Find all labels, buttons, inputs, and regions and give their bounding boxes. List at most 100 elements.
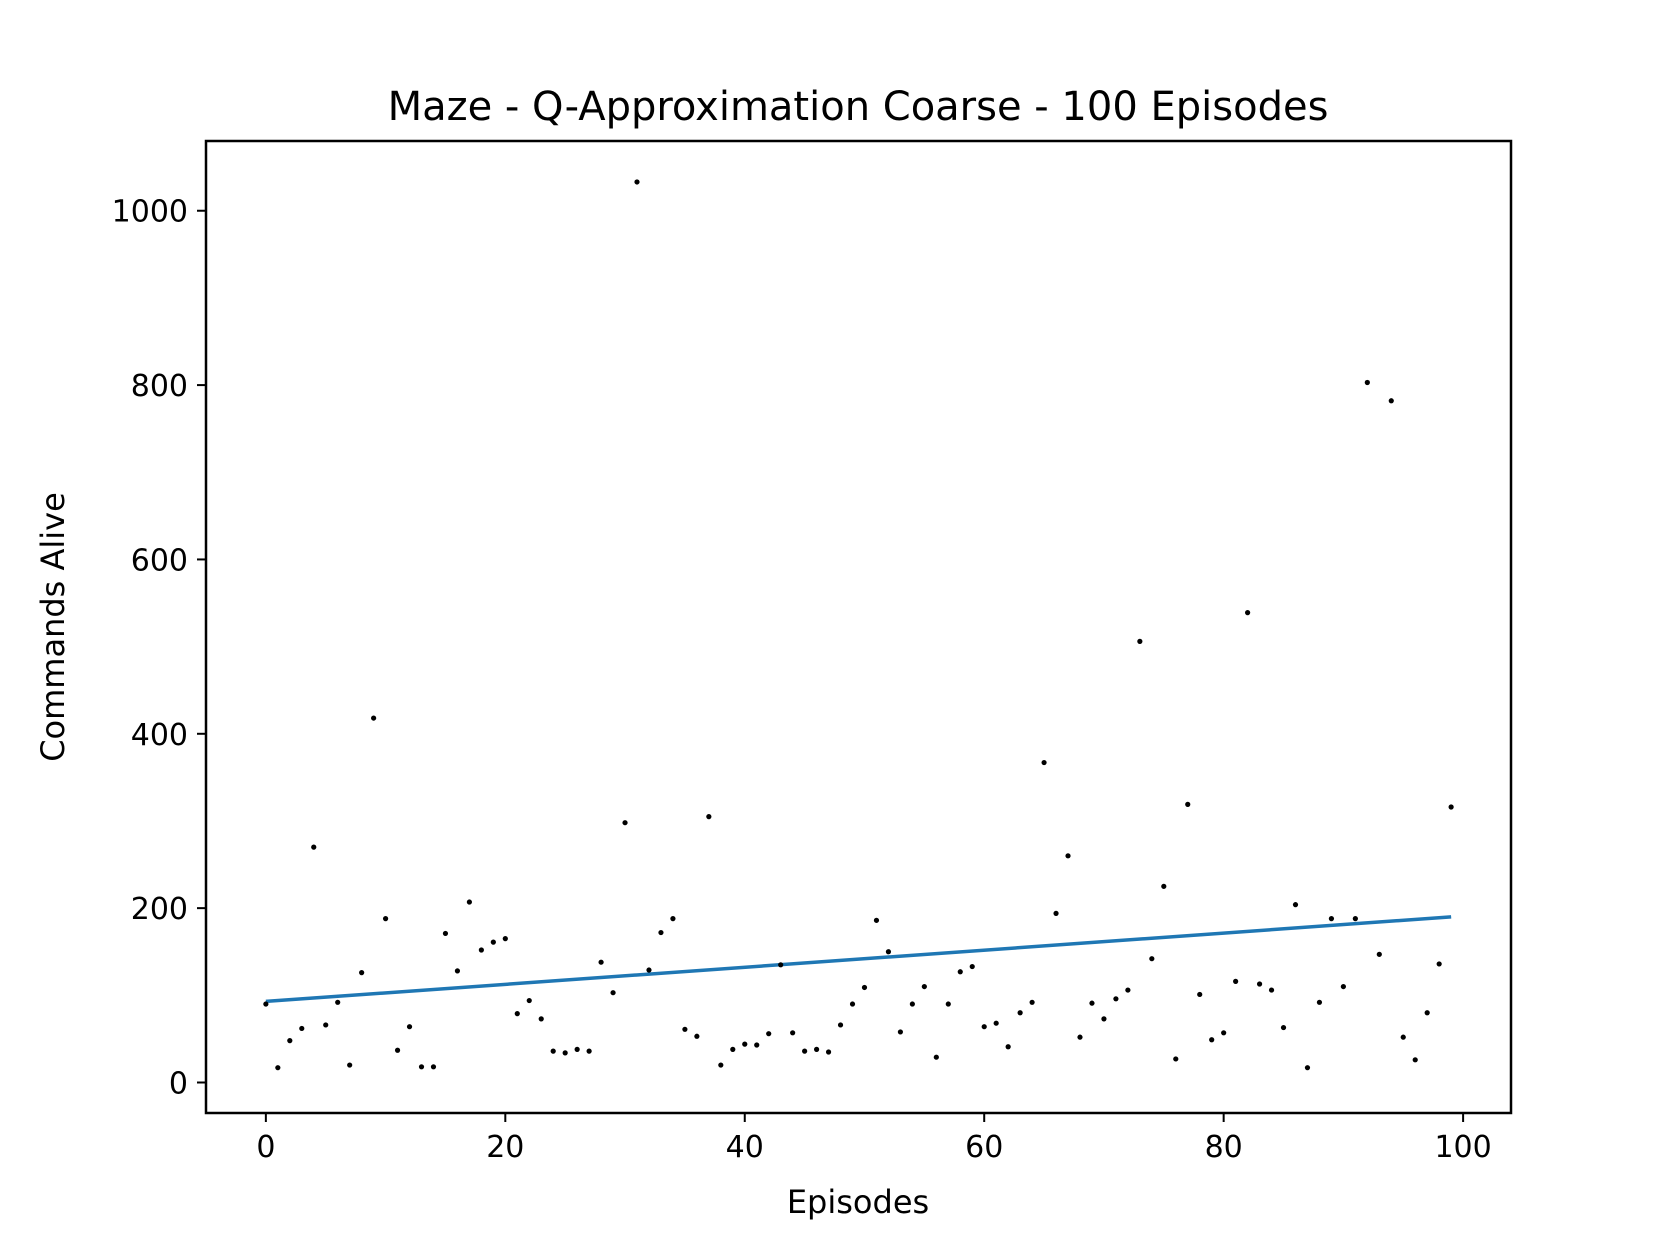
data-point xyxy=(885,949,892,955)
data-point xyxy=(742,1041,748,1047)
data-point xyxy=(1292,902,1299,908)
data-point xyxy=(466,899,472,905)
y-tick-label: 1000 xyxy=(112,195,188,230)
data-point xyxy=(598,959,604,965)
data-point xyxy=(921,983,927,990)
data-point xyxy=(1041,759,1047,766)
data-point xyxy=(1364,379,1370,386)
data-point xyxy=(682,1026,688,1032)
data-point xyxy=(730,1046,736,1052)
data-point xyxy=(418,1064,425,1070)
data-point xyxy=(969,963,975,970)
data-point xyxy=(634,179,640,185)
data-point xyxy=(993,1020,999,1026)
data-point xyxy=(359,970,365,976)
data-point xyxy=(694,1033,700,1039)
data-point xyxy=(1436,961,1442,967)
data-point xyxy=(586,1048,592,1054)
data-point xyxy=(1065,853,1071,859)
data-point xyxy=(502,936,508,942)
chart-title: Maze - Q-Approximation Coarse - 100 Epis… xyxy=(388,84,1329,130)
data-point xyxy=(1149,956,1155,962)
data-point xyxy=(263,1001,269,1007)
data-point xyxy=(275,1065,281,1071)
y-tick-label: 200 xyxy=(131,892,188,927)
data-point xyxy=(550,1048,556,1054)
data-point xyxy=(766,1031,772,1037)
data-point xyxy=(1268,987,1275,993)
data-point xyxy=(287,1038,293,1044)
y-tick-label: 600 xyxy=(131,543,188,578)
data-point xyxy=(861,984,868,991)
data-point xyxy=(825,1049,832,1055)
data-point xyxy=(538,1016,544,1022)
data-point xyxy=(1017,1010,1023,1016)
data-point xyxy=(897,1029,904,1035)
data-point xyxy=(754,1042,760,1048)
data-point xyxy=(382,916,389,922)
y-axis-label: Commands Alive xyxy=(34,492,72,762)
data-point xyxy=(1101,1016,1107,1022)
data-point xyxy=(335,999,341,1005)
y-tick-label: 0 xyxy=(169,1066,188,1101)
data-point xyxy=(1376,951,1382,957)
data-point xyxy=(1005,1044,1011,1050)
data-point xyxy=(1113,996,1119,1002)
data-point xyxy=(945,1001,951,1007)
data-point xyxy=(837,1022,844,1028)
data-point xyxy=(778,962,784,968)
data-point xyxy=(933,1054,939,1060)
data-point xyxy=(490,939,496,945)
data-point xyxy=(1173,1056,1179,1062)
data-point xyxy=(1448,804,1454,810)
data-point xyxy=(562,1050,568,1056)
data-point xyxy=(718,1062,724,1068)
data-point xyxy=(347,1062,353,1068)
x-tick-label: 60 xyxy=(965,1130,1003,1165)
data-point xyxy=(1137,638,1143,644)
data-point xyxy=(802,1048,808,1054)
data-point xyxy=(1412,1057,1418,1063)
plot-frame xyxy=(204,139,1513,1115)
x-tick-label: 20 xyxy=(486,1130,524,1165)
data-point xyxy=(1245,610,1251,616)
data-point xyxy=(514,1011,520,1017)
data-point xyxy=(981,1024,987,1030)
plot-area xyxy=(204,139,1513,1115)
data-point xyxy=(323,1022,329,1028)
data-point xyxy=(658,929,664,936)
data-point xyxy=(1221,1030,1227,1036)
data-point xyxy=(454,968,461,974)
data-point xyxy=(1280,1024,1287,1031)
data-point xyxy=(1161,883,1167,889)
data-point xyxy=(790,1030,796,1036)
data-point xyxy=(1053,910,1059,916)
data-point xyxy=(1077,1034,1083,1040)
data-point xyxy=(957,969,963,975)
data-point xyxy=(430,1064,437,1070)
data-point xyxy=(909,1001,915,1007)
x-tick-label: 80 xyxy=(1205,1130,1243,1165)
data-point xyxy=(311,844,317,850)
data-point xyxy=(1316,999,1323,1005)
data-point xyxy=(394,1047,401,1053)
data-point xyxy=(526,997,532,1004)
x-tick-label: 40 xyxy=(726,1130,764,1165)
data-point xyxy=(1185,801,1191,808)
data-point xyxy=(1233,978,1239,984)
data-point xyxy=(610,990,616,996)
data-point xyxy=(873,917,880,923)
y-tick-label: 800 xyxy=(131,369,188,404)
x-tick-label: 0 xyxy=(256,1130,275,1165)
data-point xyxy=(1304,1065,1311,1071)
y-tick-label: 400 xyxy=(131,718,188,753)
data-point xyxy=(1352,916,1358,922)
data-point xyxy=(670,916,676,922)
data-point xyxy=(1089,1000,1095,1006)
data-point xyxy=(1029,999,1035,1005)
data-point xyxy=(1400,1034,1406,1040)
data-point xyxy=(1424,1010,1430,1016)
chart-marks xyxy=(263,179,1454,1071)
data-point xyxy=(371,715,377,721)
